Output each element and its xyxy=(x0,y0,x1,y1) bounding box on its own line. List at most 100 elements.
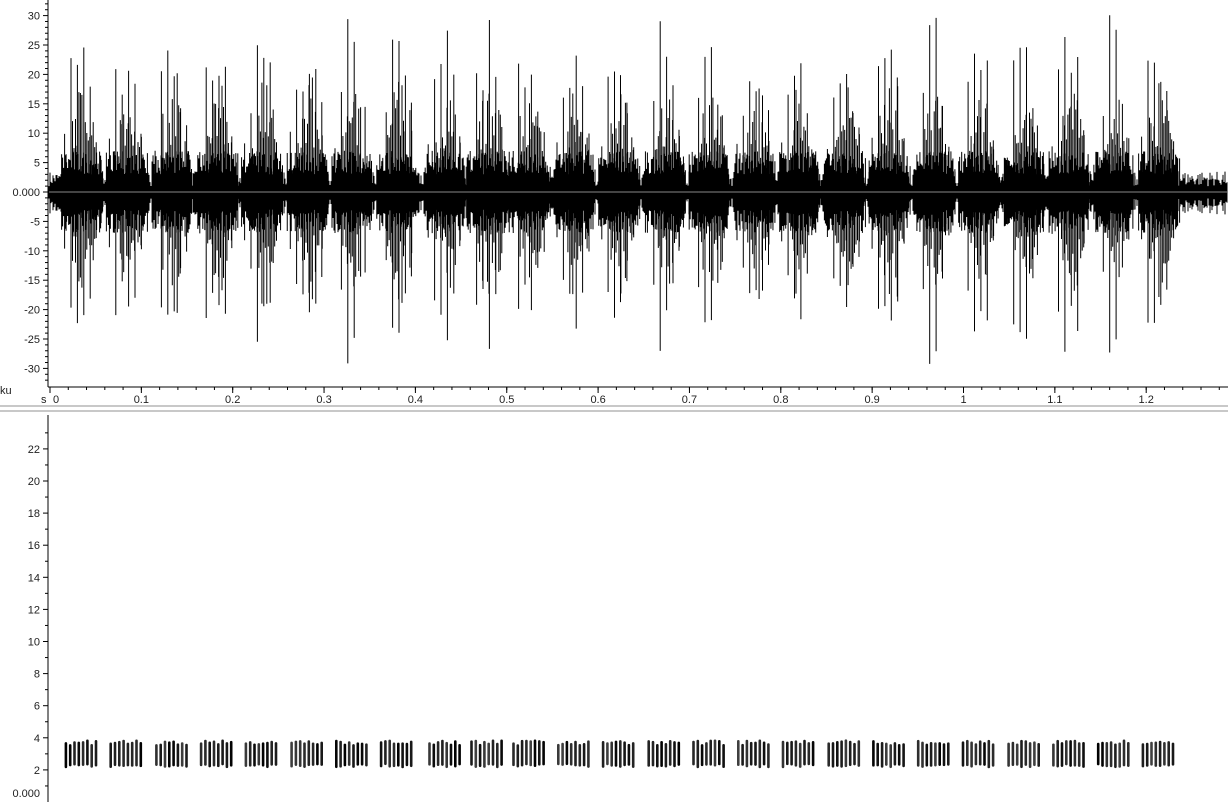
spectrogram-pulse xyxy=(172,740,175,767)
spectrogram-pulse xyxy=(159,743,162,767)
spectrogram-pulse xyxy=(316,743,319,766)
spectrogram-pulse xyxy=(1150,741,1153,766)
spectrogram-pulse xyxy=(428,742,431,766)
x-tick-label: 0.6 xyxy=(590,394,605,406)
spectrogram-call xyxy=(155,740,188,768)
waveform-burst xyxy=(466,20,509,349)
x-tick-label: 1.2 xyxy=(1139,394,1154,406)
x-tick-label: 1 xyxy=(960,394,966,406)
spectrogram-pulse xyxy=(614,740,618,767)
spectrogram-pulse xyxy=(113,741,117,767)
spectrogram-pulse xyxy=(122,739,125,768)
spectrogram-pulse xyxy=(163,740,167,768)
spectrogram-pulse xyxy=(569,743,573,766)
spectrogram-pulse xyxy=(718,740,721,766)
spectrogram-pulse xyxy=(745,739,749,768)
spectrogram-call xyxy=(244,740,278,769)
spectrogram-pulse xyxy=(64,742,68,769)
spectrogram-pulse xyxy=(401,742,404,769)
y-tick-label: -10 xyxy=(24,246,40,258)
x-tick-label: 0.2 xyxy=(225,394,240,406)
spectrogram-pulse xyxy=(384,740,387,766)
waveform-burst xyxy=(643,21,686,351)
spectrogram-pulse xyxy=(836,741,839,767)
spectrogram-pulse xyxy=(1127,741,1130,767)
spectrogram-pulse xyxy=(217,743,220,768)
spectrogram-pulse xyxy=(81,741,85,766)
waveform-burst xyxy=(1048,37,1091,352)
spectrogram-pulse xyxy=(347,741,351,766)
spectrogram-call xyxy=(872,740,905,769)
spectrogram-pulse xyxy=(741,743,744,766)
spectrogram-pulse xyxy=(1101,741,1104,767)
spectrogram-pulse xyxy=(392,742,396,768)
spectrogram-pulse xyxy=(1069,740,1072,767)
y-tick-label: 4 xyxy=(34,733,40,745)
waveform-burst xyxy=(424,30,467,341)
spectrogram-pulse xyxy=(185,743,188,768)
y-tick-label: 12 xyxy=(28,604,40,616)
y-tick-label: 30 xyxy=(28,11,40,23)
spectrogram-pulse xyxy=(525,739,528,766)
spectrogram-pulse xyxy=(606,742,609,766)
spectrogram-pulse xyxy=(902,743,905,768)
spectrogram-pulse xyxy=(529,740,532,767)
waveform-burst xyxy=(733,81,776,299)
waveform-burst xyxy=(958,53,1001,332)
waveform-burst xyxy=(331,19,374,364)
spectrogram-pulse xyxy=(379,741,383,768)
spectrogram-pulse xyxy=(397,742,400,767)
spectrogram-pulse xyxy=(803,739,806,766)
spectrogram-call xyxy=(1007,739,1040,769)
spectrogram-pulse xyxy=(885,742,888,766)
spectrogram-pulse xyxy=(168,741,171,768)
spectrogram-pulse xyxy=(135,739,138,767)
spectrogram-pulse xyxy=(664,743,668,768)
waveform-burst xyxy=(61,47,104,324)
spectrogram-pulse xyxy=(561,742,564,766)
spectrogram-pulse xyxy=(1056,739,1059,768)
spectrogram-pulse xyxy=(542,740,545,766)
y-tick-label: 10 xyxy=(28,637,40,649)
spectrogram-pulse xyxy=(94,740,98,767)
y-tick-label: 0.000 xyxy=(12,788,40,800)
panel-divider[interactable] xyxy=(0,405,1228,407)
spectrogram-call xyxy=(692,739,725,769)
spectrogram-pulse xyxy=(176,743,180,767)
spectrogram-pulse xyxy=(244,742,248,767)
spectrogram-pulse xyxy=(934,742,937,767)
spectrogram-call xyxy=(199,739,233,769)
spectrogram-pulse xyxy=(1118,742,1121,768)
spectrogram-pulse xyxy=(311,742,315,766)
waveform-burst xyxy=(1003,47,1046,339)
spectrogram-pulse xyxy=(270,740,273,766)
spectrogram-pulse xyxy=(303,742,306,768)
waveform-burst xyxy=(688,47,731,323)
spectrogram-pulse xyxy=(533,739,537,768)
y-tick-label: -30 xyxy=(24,363,40,375)
spectrogram-pulse xyxy=(978,740,982,766)
spectrogram-pulse xyxy=(487,742,490,766)
spectrogram-pulse xyxy=(109,742,112,769)
spectrogram-pulse xyxy=(1082,742,1085,768)
spectrogram-pulse xyxy=(139,742,143,768)
spectrogram-call xyxy=(781,739,815,769)
spectrogram-pulse xyxy=(831,742,835,768)
spectrogram-pulse xyxy=(627,743,631,766)
waveform-burst xyxy=(868,49,911,321)
spectrogram-pulse xyxy=(1163,742,1166,766)
spectrogram-pulse xyxy=(248,741,252,767)
spectrogram-pulse xyxy=(405,742,409,767)
spectrogram-pulse xyxy=(126,742,130,767)
spectrogram-pulse xyxy=(574,740,577,767)
spectrogram-pulse xyxy=(872,740,875,767)
spectrogram-pulse xyxy=(155,744,158,766)
spectrogram-pulse xyxy=(436,741,440,767)
spectrogram-pulse xyxy=(557,743,560,766)
spectrogram-pulse xyxy=(970,741,973,768)
spectrogram-pulse xyxy=(307,740,311,767)
spectrogram-pulse xyxy=(601,741,605,768)
y-tick-label: 16 xyxy=(28,540,40,552)
spectrogram-pulse xyxy=(880,741,884,768)
spectrogram-pulse xyxy=(619,740,622,768)
